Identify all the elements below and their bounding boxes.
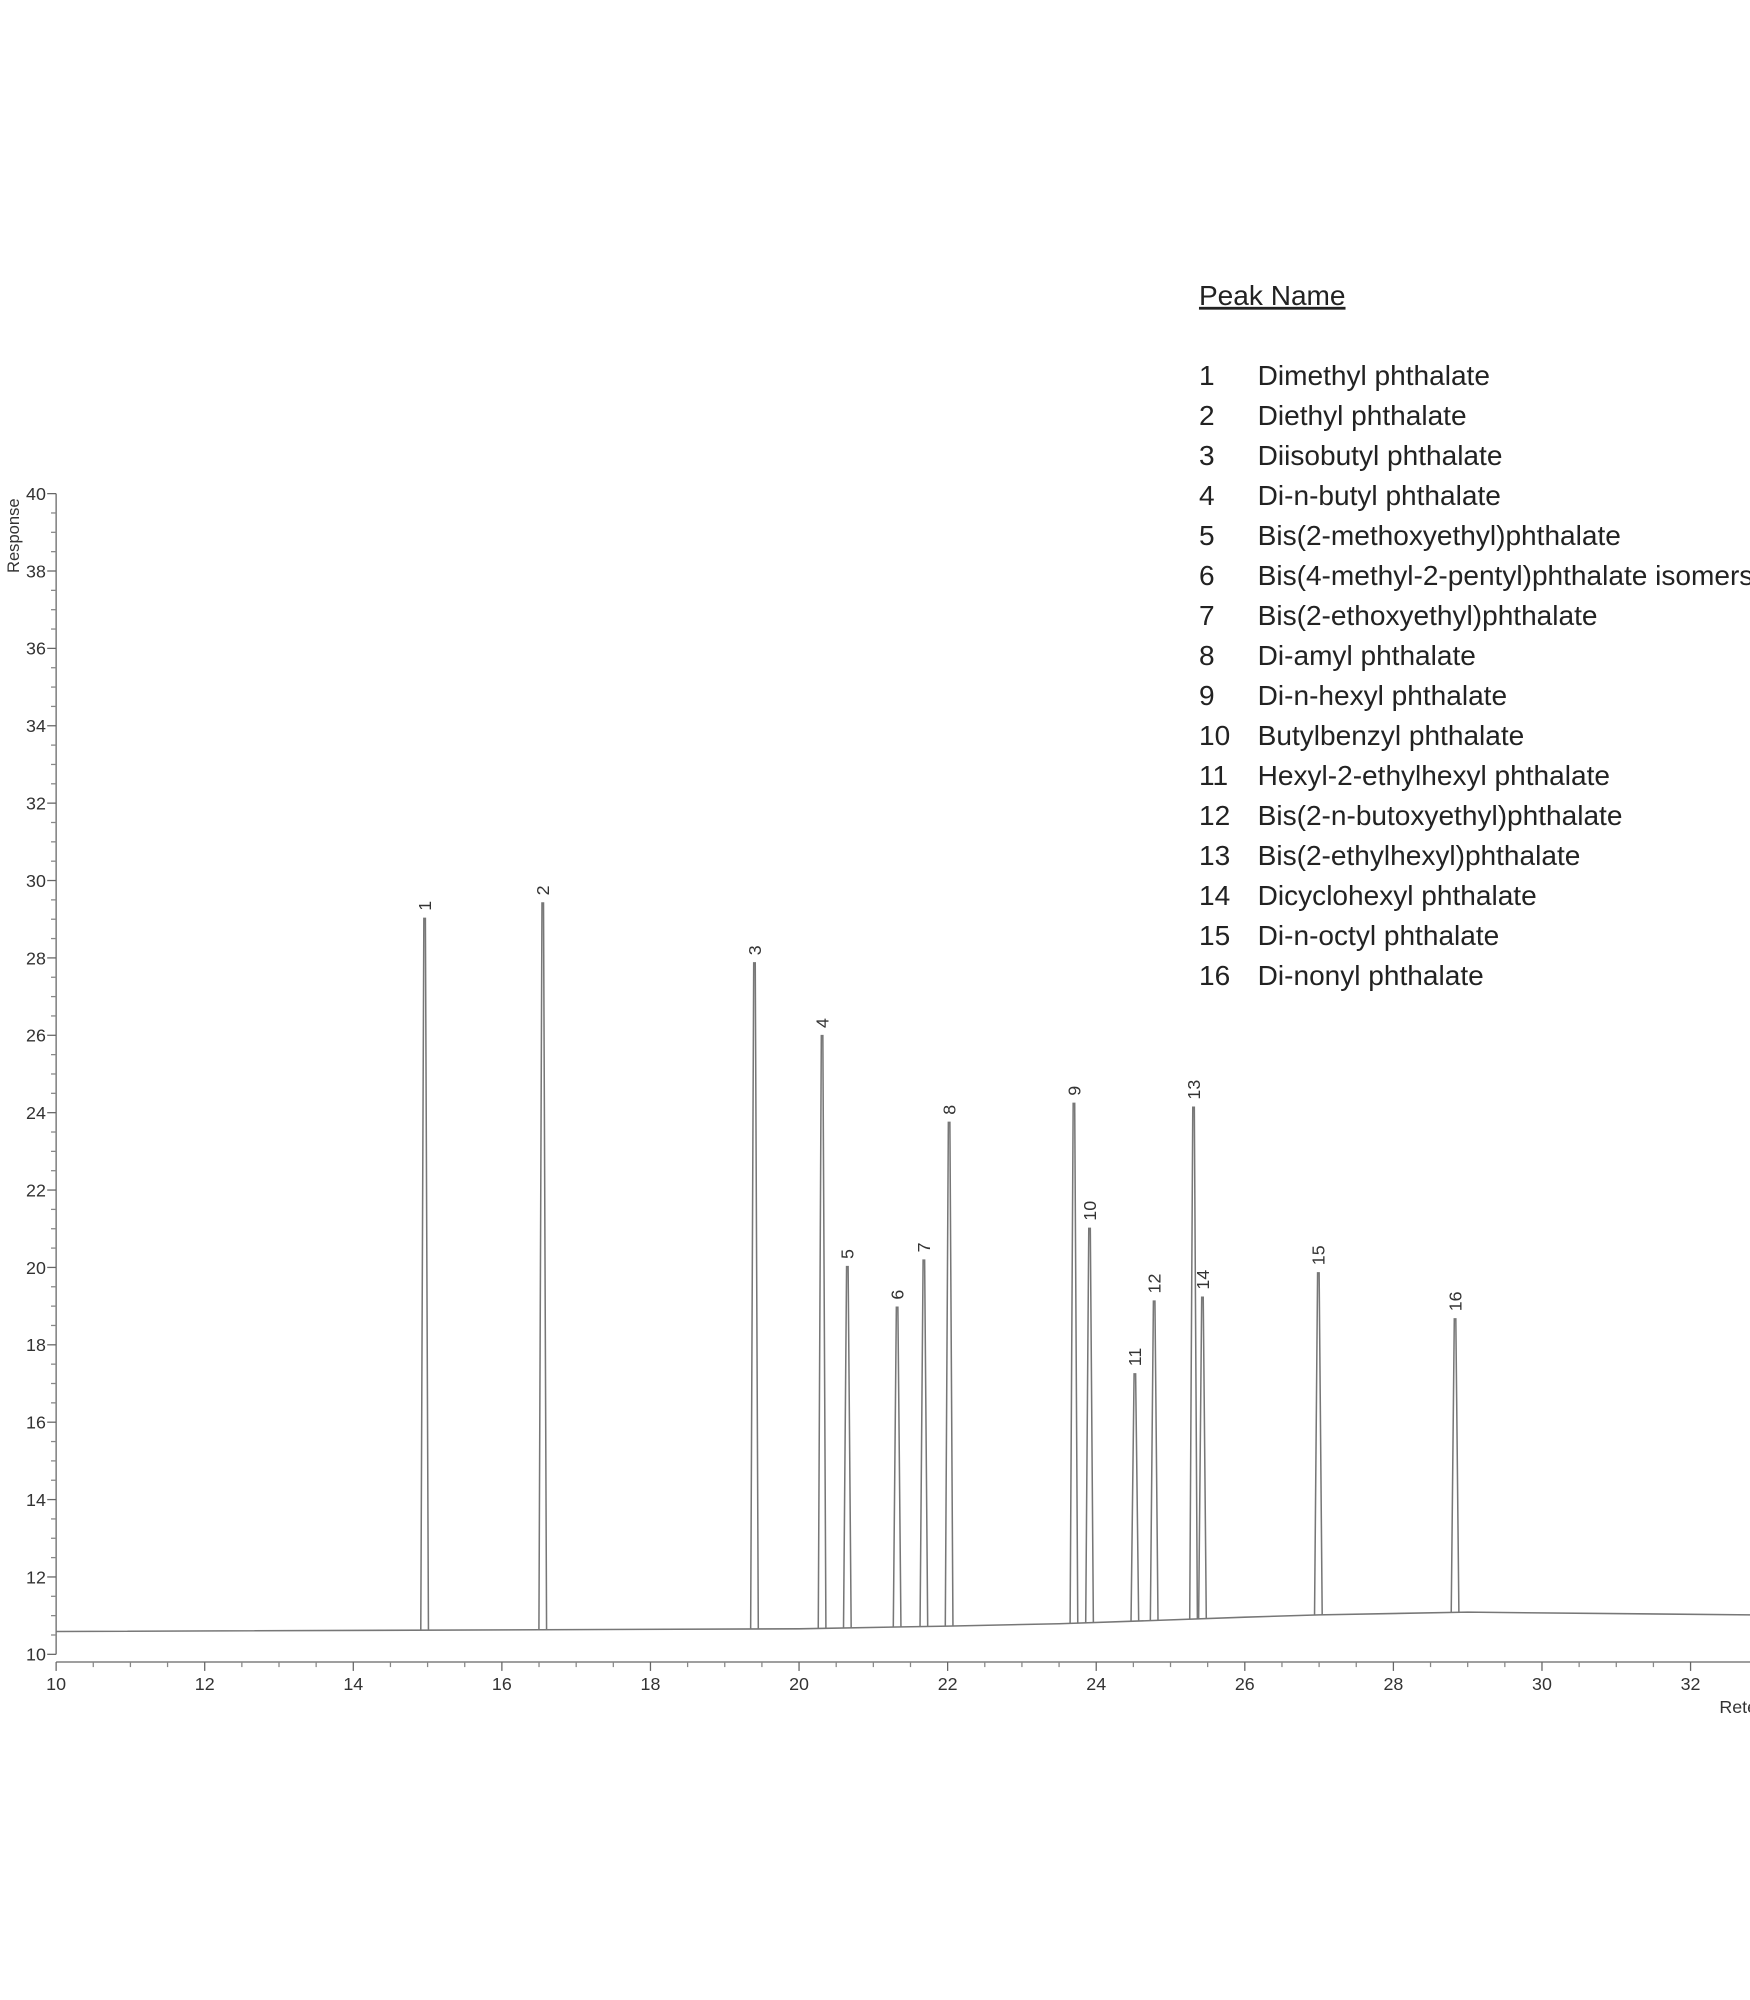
legend-number: 6 xyxy=(1199,560,1215,591)
peak xyxy=(1450,1318,1460,1613)
x-tick-label: 24 xyxy=(1086,1674,1106,1694)
legend-number: 12 xyxy=(1199,800,1230,831)
legend-number: 11 xyxy=(1199,760,1228,791)
legend-name: Di-amyl phthalate xyxy=(1258,640,1476,671)
peak-label: 13 xyxy=(1184,1080,1204,1100)
y-tick-label: 40 xyxy=(26,484,46,504)
legend-name: Diethyl phthalate xyxy=(1258,400,1467,431)
legend-name: Bis(2-n-butoxyethyl)phthalate xyxy=(1258,800,1623,831)
legend-number: 1 xyxy=(1199,360,1215,391)
y-tick-label: 16 xyxy=(26,1413,46,1433)
y-tick-label: 28 xyxy=(26,948,46,968)
legend-number: 14 xyxy=(1199,880,1230,911)
y-tick-label: 14 xyxy=(26,1490,46,1510)
peak-label: 6 xyxy=(887,1290,907,1300)
peak xyxy=(919,1259,929,1627)
x-tick-label: 14 xyxy=(343,1674,363,1694)
legend-name: Butylbenzyl phthalate xyxy=(1258,720,1525,751)
legend-title: Peak Name xyxy=(1199,280,1346,311)
x-tick-label: 32 xyxy=(1681,1674,1701,1694)
peak-label: 16 xyxy=(1445,1291,1465,1311)
x-tick-label: 20 xyxy=(789,1674,809,1694)
peak-label: 15 xyxy=(1309,1245,1329,1265)
peak-label: 8 xyxy=(940,1105,960,1115)
peak-label: 5 xyxy=(838,1249,858,1259)
peak xyxy=(1130,1373,1140,1622)
peak-label: 4 xyxy=(812,1018,832,1028)
legend-name: Bis(2-methoxyethyl)phthalate xyxy=(1258,520,1621,551)
legend-number: 15 xyxy=(1199,920,1230,951)
peak-label: 11 xyxy=(1125,1348,1145,1367)
legend-name: Hexyl-2-ethylhexyl phthalate xyxy=(1258,760,1610,791)
y-tick-label: 34 xyxy=(26,716,46,736)
peak xyxy=(1069,1102,1079,1624)
legend-number: 8 xyxy=(1199,640,1215,671)
peak xyxy=(1084,1227,1095,1623)
y-tick-label: 36 xyxy=(26,639,46,659)
peak xyxy=(817,1034,827,1629)
peak-label: 10 xyxy=(1080,1201,1100,1221)
y-tick-label: 10 xyxy=(26,1645,46,1665)
x-tick-label: 30 xyxy=(1532,1674,1552,1694)
peak xyxy=(1197,1296,1208,1619)
peak xyxy=(538,902,548,1630)
x-axis-label: Rete xyxy=(1719,1697,1750,1717)
x-tick-label: 28 xyxy=(1383,1674,1403,1694)
legend-name: Di-n-octyl phthalate xyxy=(1258,920,1500,951)
peak xyxy=(749,962,760,1629)
legend-number: 16 xyxy=(1199,960,1230,991)
x-tick-label: 18 xyxy=(641,1674,661,1694)
legend-name: Bis(4-methyl-2-pentyl)phthalate isomers xyxy=(1258,560,1750,591)
peak-label: 7 xyxy=(914,1242,934,1252)
legend-number: 3 xyxy=(1199,440,1215,471)
peak xyxy=(1149,1300,1159,1621)
legend-name: Bis(2-ethylhexyl)phthalate xyxy=(1258,840,1581,871)
x-tick-label: 26 xyxy=(1235,1674,1255,1694)
peak-label: 3 xyxy=(745,945,765,955)
peak-label: 14 xyxy=(1193,1270,1213,1290)
y-tick-label: 18 xyxy=(26,1335,46,1355)
legend-name: Dicyclohexyl phthalate xyxy=(1258,880,1537,911)
legend-name: Dimethyl phthalate xyxy=(1258,360,1490,391)
y-tick-label: 32 xyxy=(26,794,46,814)
x-tick-label: 12 xyxy=(195,1674,215,1694)
peak-label: 2 xyxy=(533,885,553,895)
y-axis-label: Response xyxy=(4,498,23,573)
y-tick-label: 22 xyxy=(26,1180,46,1200)
x-tick-label: 22 xyxy=(938,1674,958,1694)
y-tick-label: 24 xyxy=(26,1103,46,1123)
peak-label: 9 xyxy=(1064,1086,1084,1096)
legend-name: Diisobutyl phthalate xyxy=(1258,440,1503,471)
legend-number: 13 xyxy=(1199,840,1230,871)
x-tick-label: 16 xyxy=(492,1674,512,1694)
peak-label: 1 xyxy=(415,901,435,911)
legend-number: 4 xyxy=(1199,480,1215,511)
peak xyxy=(1188,1106,1199,1620)
legend-name: Di-n-butyl phthalate xyxy=(1258,480,1501,511)
legend-name: Di-n-hexyl phthalate xyxy=(1258,680,1507,711)
y-tick-label: 30 xyxy=(26,871,46,891)
legend-name: Di-nonyl phthalate xyxy=(1258,960,1484,991)
legend-name: Bis(2-ethoxyethyl)phthalate xyxy=(1258,600,1598,631)
legend-number: 2 xyxy=(1199,400,1215,431)
peak xyxy=(842,1265,852,1628)
legend-number: 9 xyxy=(1199,680,1215,711)
legend-number: 7 xyxy=(1199,600,1215,631)
x-tick-label: 10 xyxy=(46,1674,66,1694)
legend-number: 5 xyxy=(1199,520,1215,551)
y-tick-label: 26 xyxy=(26,1026,46,1046)
peak xyxy=(944,1121,954,1627)
y-tick-label: 20 xyxy=(26,1258,46,1278)
baseline-trace xyxy=(56,1611,1750,1633)
peak xyxy=(1313,1272,1323,1615)
y-tick-label: 12 xyxy=(26,1567,46,1587)
legend-number: 10 xyxy=(1199,720,1230,751)
peak xyxy=(420,917,430,1631)
y-tick-label: 38 xyxy=(26,561,46,581)
peak-label: 12 xyxy=(1145,1274,1165,1294)
peak xyxy=(892,1306,902,1628)
